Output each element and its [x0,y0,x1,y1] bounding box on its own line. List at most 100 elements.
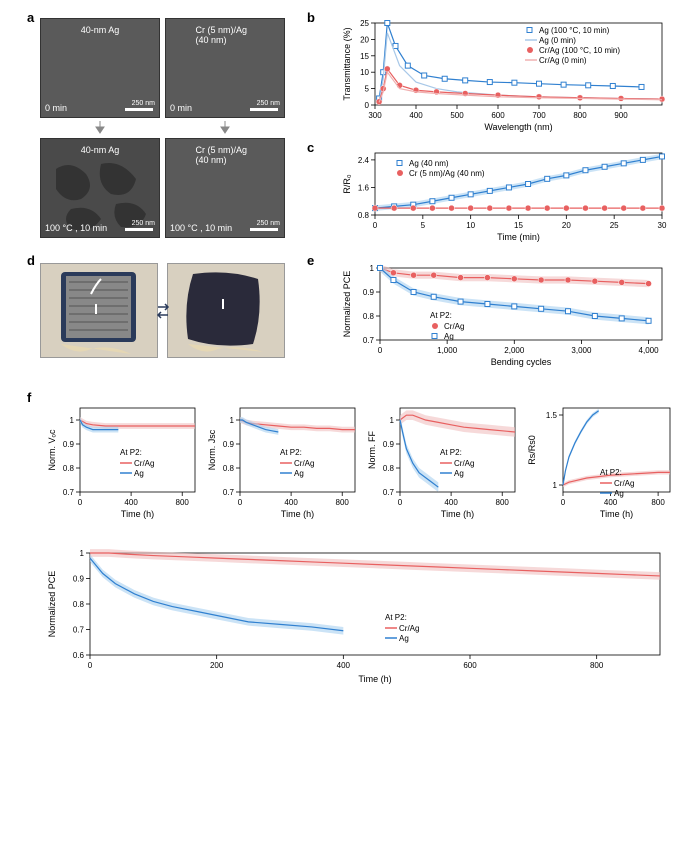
svg-text:Cr/Ag (100 °C, 10 min): Cr/Ag (100 °C, 10 min) [539,46,620,55]
chart-f-rs: 040080011.5Time (h)Rs/Rs0At P2:Cr/AgAg [525,400,675,520]
svg-text:Ag: Ag [134,469,144,478]
svg-text:0.9: 0.9 [383,440,395,449]
photo-2 [167,263,285,358]
svg-text:Ag: Ag [444,332,454,341]
svg-text:Time (h): Time (h) [441,509,474,519]
svg-text:Time (h): Time (h) [358,674,391,684]
label-c: c [307,140,314,155]
chart-f-jsc: 04008000.70.80.91Time (h)Norm. JscAt P2:… [205,400,360,520]
photo-1-svg [41,264,159,359]
svg-text:0: 0 [88,661,93,670]
svg-text:800: 800 [590,661,604,670]
svg-text:Norm. Vₒc: Norm. Vₒc [47,429,57,470]
svg-text:700: 700 [532,111,546,120]
svg-text:0.9: 0.9 [223,440,235,449]
svg-text:10: 10 [360,68,369,77]
chart-f-voc: 04008000.70.80.91Time (h)Norm. VₒcAt P2:… [45,400,200,520]
svg-text:Bending cycles: Bending cycles [491,357,552,367]
svg-text:R/R₀: R/R₀ [342,174,352,193]
svg-text:900: 900 [614,111,628,120]
svg-text:0.7: 0.7 [73,626,85,635]
svg-text:500: 500 [450,111,464,120]
svg-text:0.7: 0.7 [363,336,375,345]
svg-text:At P2:: At P2: [430,311,452,320]
svg-text:At P2:: At P2: [385,613,407,622]
svg-text:5: 5 [421,221,426,230]
svg-text:Norm. Jsc: Norm. Jsc [207,429,217,470]
svg-text:1.5: 1.5 [546,411,558,420]
svg-text:0.9: 0.9 [363,288,375,297]
svg-text:0: 0 [398,498,403,507]
svg-text:0.6: 0.6 [73,651,85,660]
svg-text:0.9: 0.9 [63,440,75,449]
svg-text:0.8: 0.8 [363,312,375,321]
photo-2-svg [168,264,286,359]
scale-bar-2 [250,108,278,111]
sem-image-1: 40-nm Ag 0 min 250 nm [40,18,160,118]
svg-text:1.6: 1.6 [358,183,370,192]
svg-text:0.7: 0.7 [383,488,395,497]
label-b: b [307,10,315,25]
svg-text:25: 25 [610,221,619,230]
svg-text:Ag: Ag [614,489,624,498]
label-a: a [27,10,34,25]
svg-text:0: 0 [378,346,383,355]
chart-b: 3004005006007008009000510152025Wavelengt… [340,18,670,133]
svg-text:400: 400 [337,661,351,670]
svg-text:Cr (5 nm)/Ag (40 nm): Cr (5 nm)/Ag (40 nm) [409,169,485,178]
svg-text:20: 20 [562,221,571,230]
chart-e: 01,0002,0003,0004,0000.70.80.91Bending c… [340,263,670,368]
svg-text:20: 20 [360,35,369,44]
svg-text:30: 30 [658,221,667,230]
svg-text:Cr/Ag: Cr/Ag [614,479,634,488]
svg-text:0.8: 0.8 [73,600,85,609]
scale-bar-1 [125,108,153,111]
svg-text:0: 0 [78,498,83,507]
photo-1 [40,263,158,358]
svg-text:Ag (0 min): Ag (0 min) [539,36,576,45]
svg-text:400: 400 [604,498,618,507]
arrows-lr [158,303,170,321]
svg-text:10: 10 [466,221,475,230]
svg-text:Cr/Ag: Cr/Ag [444,322,464,331]
svg-text:At P2:: At P2: [440,448,462,457]
svg-text:0: 0 [238,498,243,507]
svg-text:Cr/Ag: Cr/Ag [134,459,154,468]
svg-text:Normalized PCE: Normalized PCE [342,271,352,338]
svg-text:Cr/Ag: Cr/Ag [294,459,314,468]
svg-text:0.8: 0.8 [383,464,395,473]
chart-f-ff: 04008000.70.80.91Time (h)Norm. FFAt P2:C… [365,400,520,520]
svg-text:200: 200 [210,661,224,670]
sem-image-3: 40-nm Ag 100 °C , 10 min 250 nm [40,138,160,238]
svg-text:Time (min): Time (min) [497,232,540,242]
sem-title-2: Cr (5 nm)/Ag (40 nm) [196,25,255,45]
svg-text:Ag (100 °C, 10 min): Ag (100 °C, 10 min) [539,26,610,35]
svg-text:1: 1 [553,481,558,490]
svg-text:15: 15 [360,52,369,61]
svg-text:800: 800 [651,498,665,507]
svg-text:0: 0 [373,221,378,230]
svg-text:Ag: Ag [454,469,464,478]
svg-text:400: 400 [124,498,138,507]
scale-txt-2: 250 nm [257,100,280,107]
svg-text:Ag: Ag [294,469,304,478]
svg-text:Cr/Ag: Cr/Ag [399,624,419,633]
arrow-down-2 [220,121,230,135]
sem-title-3: 40-nm Ag [81,145,120,155]
svg-text:Ag: Ag [399,634,409,643]
svg-text:5: 5 [365,85,370,94]
sem-time-4: 100 °C , 10 min [170,223,232,233]
svg-text:Transmittance (%): Transmittance (%) [342,27,352,100]
scale-bar-4 [250,228,278,231]
chart-c: 0510152025300.81.62.4Time (min)R/R₀Ag (4… [340,148,670,243]
svg-text:0: 0 [365,101,370,110]
svg-text:Wavelength (nm): Wavelength (nm) [484,122,552,132]
svg-text:1: 1 [370,264,375,273]
svg-text:1,000: 1,000 [437,346,458,355]
svg-text:600: 600 [491,111,505,120]
svg-text:2.4: 2.4 [358,156,370,165]
sem-time-1: 0 min [45,103,67,113]
svg-text:Ag (40 nm): Ag (40 nm) [409,159,449,168]
svg-text:At P2:: At P2: [600,468,622,477]
svg-text:2,000: 2,000 [504,346,525,355]
